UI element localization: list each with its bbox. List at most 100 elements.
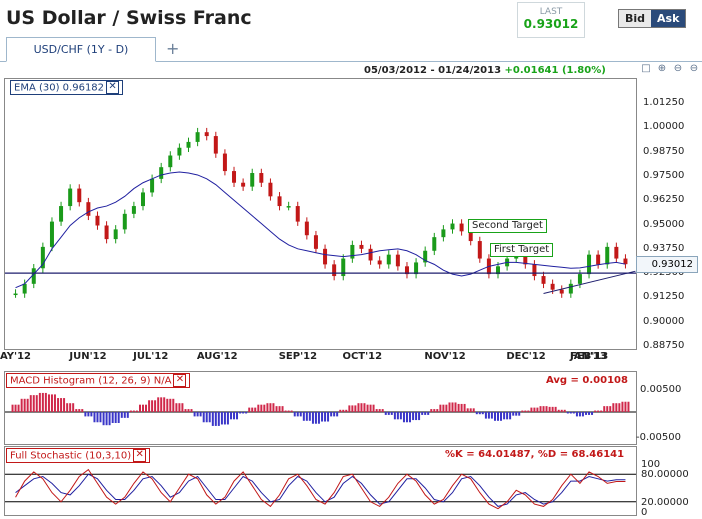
- candle: [131, 206, 136, 214]
- candle: [104, 225, 109, 240]
- candle: [295, 206, 300, 222]
- candle: [77, 188, 82, 203]
- stochastic-readout: %K = 64.01487, %D = 68.46141: [445, 449, 625, 460]
- candle: [22, 283, 27, 294]
- candle: [86, 202, 91, 216]
- candle: [432, 237, 437, 251]
- remove-stochastic-icon[interactable]: ✕: [133, 449, 147, 462]
- price-panel: [4, 78, 637, 350]
- candle: [49, 221, 54, 247]
- trend-line: [543, 270, 636, 295]
- candle: [496, 266, 501, 275]
- candle: [332, 264, 337, 277]
- tab-usdchf[interactable]: USD/CHF (1Y - D): [6, 37, 156, 62]
- candle: [68, 188, 73, 207]
- candle: [177, 147, 182, 156]
- date-range: 05/03/2012 - 01/24/2013: [364, 65, 502, 76]
- candle: [587, 254, 592, 275]
- price-tick: 0.97500: [643, 169, 685, 181]
- candle: [377, 260, 382, 265]
- candle: [95, 215, 100, 226]
- candle: [159, 167, 164, 179]
- second-target-label: Second Target: [468, 219, 547, 233]
- price-tick: 1.01250: [643, 97, 685, 108]
- candle: [550, 283, 555, 290]
- price-tick: 1.00000: [643, 121, 685, 133]
- last-label: LAST: [539, 7, 563, 17]
- remove-macd-icon[interactable]: ✕: [173, 374, 187, 387]
- page-title: US Dollar / Swiss Franc: [6, 7, 252, 29]
- candle: [286, 206, 291, 208]
- remove-ema-icon[interactable]: ✕: [106, 81, 120, 94]
- candle: [532, 264, 537, 277]
- x-axis-label: AUG'12: [196, 351, 238, 362]
- add-tab-icon[interactable]: +: [166, 39, 180, 58]
- stoch-tick-0: 0: [641, 507, 648, 518]
- macd-tick-bottom: -0.00500: [636, 432, 681, 443]
- price-tick: 0.91250: [643, 291, 685, 303]
- stoch-tick-100: 100: [641, 459, 661, 470]
- stochastic-chart: [5, 468, 636, 510]
- candle: [168, 155, 173, 168]
- chart-tab-bar: USD/CHF (1Y - D) +: [0, 37, 702, 62]
- candle: [232, 171, 237, 183]
- candle: [268, 182, 273, 197]
- fit-icon[interactable]: □: [641, 63, 651, 74]
- macd-panel: [4, 371, 637, 445]
- candle: [404, 266, 409, 275]
- ema-legend: EMA (30) 0.96182 ✕: [10, 80, 124, 95]
- stochastic-legend: Full Stochastic (10,3,10) ✕: [6, 448, 151, 463]
- first-target-label: First Target: [490, 243, 554, 257]
- candle: [323, 248, 328, 265]
- price-tick: 0.98750: [643, 145, 685, 157]
- candle: [31, 268, 36, 284]
- last-value: 0.93012: [523, 17, 579, 31]
- candle: [623, 258, 628, 265]
- candle: [122, 213, 127, 230]
- bid-ask-toggle[interactable]: Bid Ask: [618, 9, 687, 28]
- stoch-tick-80: 80.00000: [641, 469, 689, 480]
- x-axis-label: JAN'13: [570, 351, 607, 362]
- candle: [559, 289, 564, 294]
- zoom-toolbar: □ ⊕ ⊖ ⊖: [639, 62, 701, 76]
- zoom-reset-icon[interactable]: ⊕: [657, 63, 667, 74]
- last-price-box: LAST 0.93012: [517, 2, 585, 38]
- candle: [13, 293, 18, 296]
- candle: [477, 241, 482, 259]
- candle: [304, 221, 309, 236]
- candle: [441, 229, 446, 238]
- candle: [186, 141, 191, 148]
- price-tick: 0.95000: [643, 218, 685, 230]
- candle: [395, 254, 400, 267]
- candle: [605, 246, 610, 265]
- candle: [541, 276, 546, 284]
- macd-legend: MACD Histogram (12, 26, 9) N/A ✕: [6, 373, 191, 388]
- x-axis-label: NOV'12: [424, 351, 466, 362]
- ask-button[interactable]: Ask: [651, 10, 686, 27]
- candle: [568, 283, 573, 294]
- x-axis-label: DEC'12: [506, 351, 546, 362]
- price-tick: 0.93750: [643, 242, 685, 254]
- macd-average: Avg = 0.00108: [546, 375, 628, 386]
- candle: [450, 223, 455, 230]
- candle: [414, 262, 419, 275]
- bid-button[interactable]: Bid: [619, 10, 652, 27]
- candle: [423, 250, 428, 263]
- candle: [250, 173, 255, 187]
- candle: [277, 196, 282, 207]
- candle: [614, 246, 619, 259]
- x-axis-label: SEP'12: [278, 351, 318, 362]
- date-range-readout: 05/03/2012 - 01/24/2013 +0.01641 (1.80%): [364, 65, 606, 76]
- price-tick: 0.88750: [643, 340, 685, 351]
- candle: [213, 136, 218, 154]
- x-axis-label: OCT'12: [342, 351, 383, 362]
- candle: [468, 231, 473, 242]
- candle: [259, 173, 264, 183]
- zoom-in-icon[interactable]: ⊖: [673, 63, 683, 74]
- candle: [341, 258, 346, 277]
- zoom-out-icon[interactable]: ⊖: [689, 63, 699, 74]
- x-axis-label: AY'12: [0, 351, 32, 362]
- candle: [59, 206, 64, 222]
- candle: [596, 254, 601, 265]
- current-price-tag: 0.93012: [636, 256, 698, 273]
